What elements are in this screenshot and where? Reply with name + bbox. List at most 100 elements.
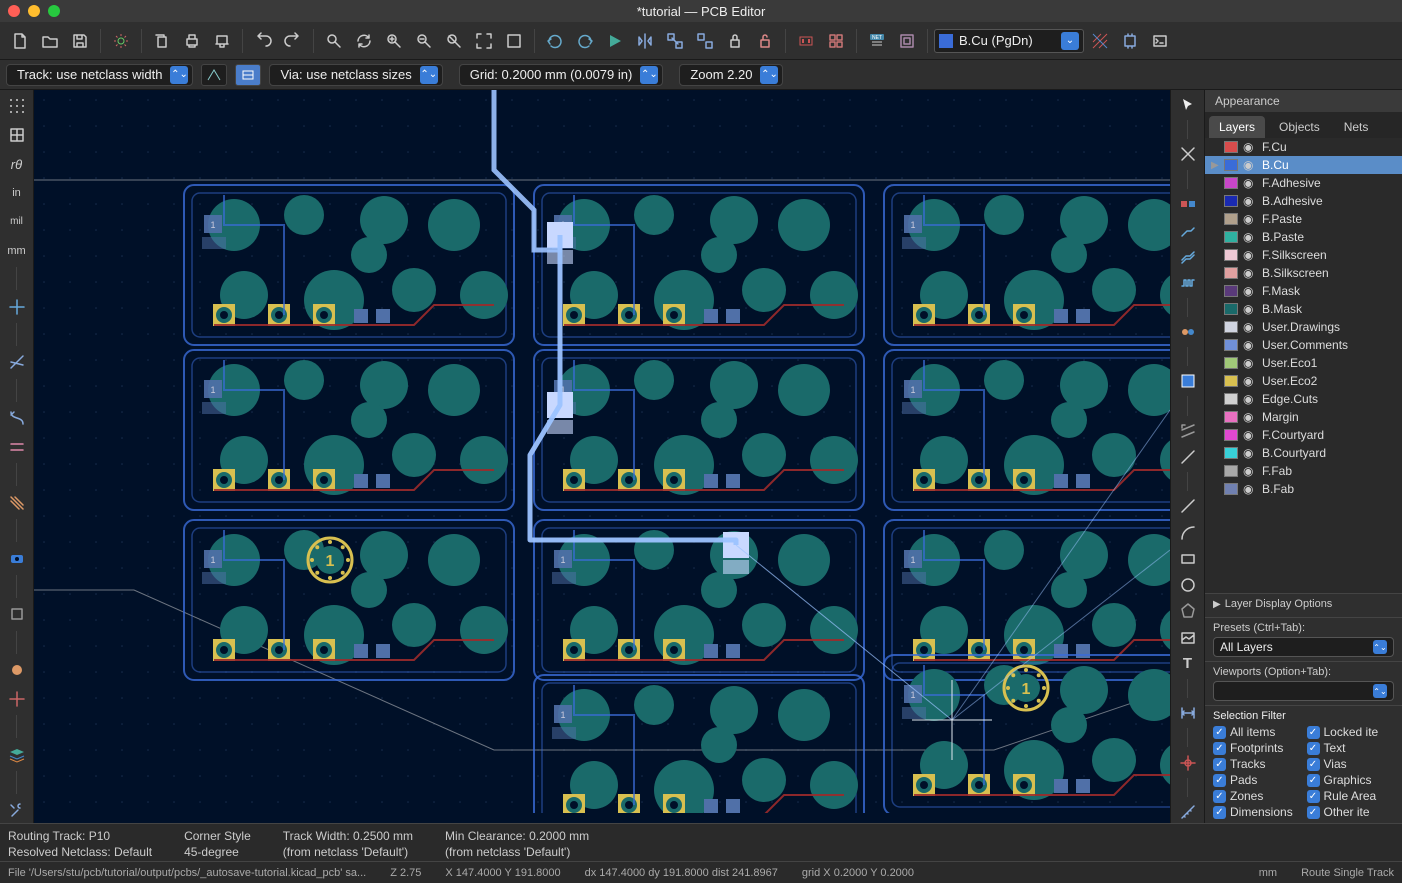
- layer-visibility-icon[interactable]: ◉: [1243, 248, 1257, 262]
- footprint-browser-button[interactable]: [822, 27, 850, 55]
- file-new-button[interactable]: [6, 27, 34, 55]
- appearance-tab-objects[interactable]: Objects: [1269, 116, 1330, 138]
- cursor-button[interactable]: [3, 294, 31, 319]
- layer-visibility-icon[interactable]: ◉: [1243, 428, 1257, 442]
- net-inspector-button[interactable]: NET: [863, 27, 891, 55]
- layer-color-swatch[interactable]: [1224, 195, 1238, 207]
- layer-color-swatch[interactable]: [1224, 411, 1238, 423]
- footprint-editor-button[interactable]: [792, 27, 820, 55]
- origin-button[interactable]: [1174, 751, 1202, 773]
- polar-button[interactable]: rθ: [3, 152, 31, 177]
- layer-visibility-icon[interactable]: ◉: [1243, 374, 1257, 388]
- hatch-button[interactable]: [1086, 27, 1114, 55]
- layer-color-swatch[interactable]: [1224, 465, 1238, 477]
- fill-zone-button[interactable]: [1174, 370, 1202, 392]
- tune-length-button[interactable]: [1174, 271, 1202, 293]
- via-outline-button[interactable]: [3, 602, 31, 627]
- layer-color-swatch[interactable]: [1224, 339, 1238, 351]
- grid-dropdown[interactable]: Grid: 0.2000 mm (0.0079 in) ⌃⌄: [459, 64, 664, 86]
- close-window-button[interactable]: [8, 5, 20, 17]
- settings-button[interactable]: [107, 27, 135, 55]
- measure-button[interactable]: [1174, 801, 1202, 823]
- print-button[interactable]: [178, 27, 206, 55]
- select-button[interactable]: [1174, 94, 1202, 116]
- ratsnest-off-button[interactable]: [3, 350, 31, 375]
- scripting-button[interactable]: [1146, 27, 1174, 55]
- track-width-auto-button[interactable]: [201, 64, 227, 86]
- track-width-use-button[interactable]: [235, 64, 261, 86]
- layer-color-swatch[interactable]: [1224, 213, 1238, 225]
- text-button[interactable]: T: [1174, 653, 1202, 675]
- layer-row[interactable]: ◉ B.Silkscreen: [1205, 264, 1402, 282]
- layer-color-swatch[interactable]: [1224, 483, 1238, 495]
- filter-checkbox[interactable]: ✓Tracks: [1213, 757, 1301, 771]
- zoom-window-button[interactable]: [48, 5, 60, 17]
- line-button[interactable]: [1174, 495, 1202, 517]
- lock-button[interactable]: [721, 27, 749, 55]
- zoom-fit-button[interactable]: [440, 27, 468, 55]
- image-button[interactable]: [1174, 626, 1202, 648]
- ratsnest-curved-button[interactable]: [3, 406, 31, 431]
- layer-color-swatch[interactable]: [1224, 429, 1238, 441]
- mm-button[interactable]: mm: [3, 238, 31, 263]
- layer-visibility-icon[interactable]: ◉: [1243, 482, 1257, 496]
- layer-row[interactable]: ◉ B.Fab: [1205, 480, 1402, 498]
- route-diff-button[interactable]: [1174, 245, 1202, 267]
- track-width-dropdown[interactable]: Track: use netclass width ⌃⌄: [6, 64, 193, 86]
- layer-row[interactable]: ◉ Edge.Cuts: [1205, 390, 1402, 408]
- diff-pair-button[interactable]: [3, 435, 31, 460]
- presets-dropdown[interactable]: All Layers ⌃⌄: [1213, 637, 1394, 657]
- zoom-object-button[interactable]: [470, 27, 498, 55]
- layer-visibility-icon[interactable]: ◉: [1243, 284, 1257, 298]
- layer-row[interactable]: ◉ User.Drawings: [1205, 318, 1402, 336]
- unlock-button[interactable]: [751, 27, 779, 55]
- filter-checkbox[interactable]: ✓Zones: [1213, 789, 1301, 803]
- drc-button[interactable]: [893, 27, 921, 55]
- layer-visibility-icon[interactable]: ◉: [1243, 176, 1257, 190]
- layer-row[interactable]: ▶ ◉ B.Cu: [1205, 156, 1402, 174]
- layer-row[interactable]: ◉ F.Courtyard: [1205, 426, 1402, 444]
- filter-checkbox[interactable]: ✓Graphics: [1307, 773, 1395, 787]
- redo-button[interactable]: [279, 27, 307, 55]
- active-layer-dropdown[interactable]: B.Cu (PgDn) ⌄: [934, 29, 1084, 53]
- filter-checkbox[interactable]: ✓Vias: [1307, 757, 1395, 771]
- layer-color-swatch[interactable]: [1224, 303, 1238, 315]
- undo-button[interactable]: [249, 27, 277, 55]
- contrast-button[interactable]: [3, 687, 31, 712]
- zoom-dropdown[interactable]: Zoom 2.20 ⌃⌄: [679, 64, 783, 86]
- zoom-in-button[interactable]: [380, 27, 408, 55]
- rect-button[interactable]: [1174, 548, 1202, 570]
- pcb-canvas[interactable]: 1111111111111: [34, 90, 1170, 823]
- filter-checkbox[interactable]: ✓Footprints: [1213, 741, 1301, 755]
- layer-visibility-icon[interactable]: ◉: [1243, 410, 1257, 424]
- pad-outline-button[interactable]: [3, 546, 31, 571]
- via-size-dropdown[interactable]: Via: use netclass sizes ⌃⌄: [269, 64, 442, 86]
- layer-row[interactable]: ◉ User.Eco1: [1205, 354, 1402, 372]
- filter-checkbox[interactable]: ✓Other ite: [1307, 805, 1395, 819]
- layer-list[interactable]: ◉ F.Cu▶ ◉ B.Cu ◉ F.Adhesive ◉ B.Adhesive…: [1205, 138, 1402, 593]
- layer-row[interactable]: ◉ User.Eco2: [1205, 372, 1402, 390]
- rotate-ccw-button[interactable]: [541, 27, 569, 55]
- via-button[interactable]: [1174, 446, 1202, 468]
- layer-color-swatch[interactable]: [1224, 321, 1238, 333]
- layer-color-swatch[interactable]: [1224, 159, 1238, 171]
- layer-visibility-icon[interactable]: ◉: [1243, 140, 1257, 154]
- layer-color-swatch[interactable]: [1224, 447, 1238, 459]
- layer-visibility-icon[interactable]: ◉: [1243, 158, 1257, 172]
- layer-color-swatch[interactable]: [1224, 285, 1238, 297]
- layer-visibility-icon[interactable]: ◉: [1243, 302, 1257, 316]
- layer-row[interactable]: ◉ B.Courtyard: [1205, 444, 1402, 462]
- layer-row[interactable]: ◉ F.Paste: [1205, 210, 1402, 228]
- layer-visibility-icon[interactable]: ◉: [1243, 356, 1257, 370]
- folder-open-button[interactable]: [36, 27, 64, 55]
- route-track-button[interactable]: [1174, 219, 1202, 241]
- filter-checkbox[interactable]: ✓Pads: [1213, 773, 1301, 787]
- plugin-button[interactable]: [1116, 27, 1144, 55]
- layer-row[interactable]: ◉ B.Paste: [1205, 228, 1402, 246]
- filter-checkbox[interactable]: ✓All items: [1213, 725, 1301, 739]
- filter-checkbox[interactable]: ✓Locked ite: [1307, 725, 1395, 739]
- layer-visibility-icon[interactable]: ◉: [1243, 266, 1257, 280]
- mils-button[interactable]: mil: [3, 209, 31, 234]
- layer-visibility-icon[interactable]: ◉: [1243, 194, 1257, 208]
- grid-dots-button[interactable]: [3, 94, 31, 119]
